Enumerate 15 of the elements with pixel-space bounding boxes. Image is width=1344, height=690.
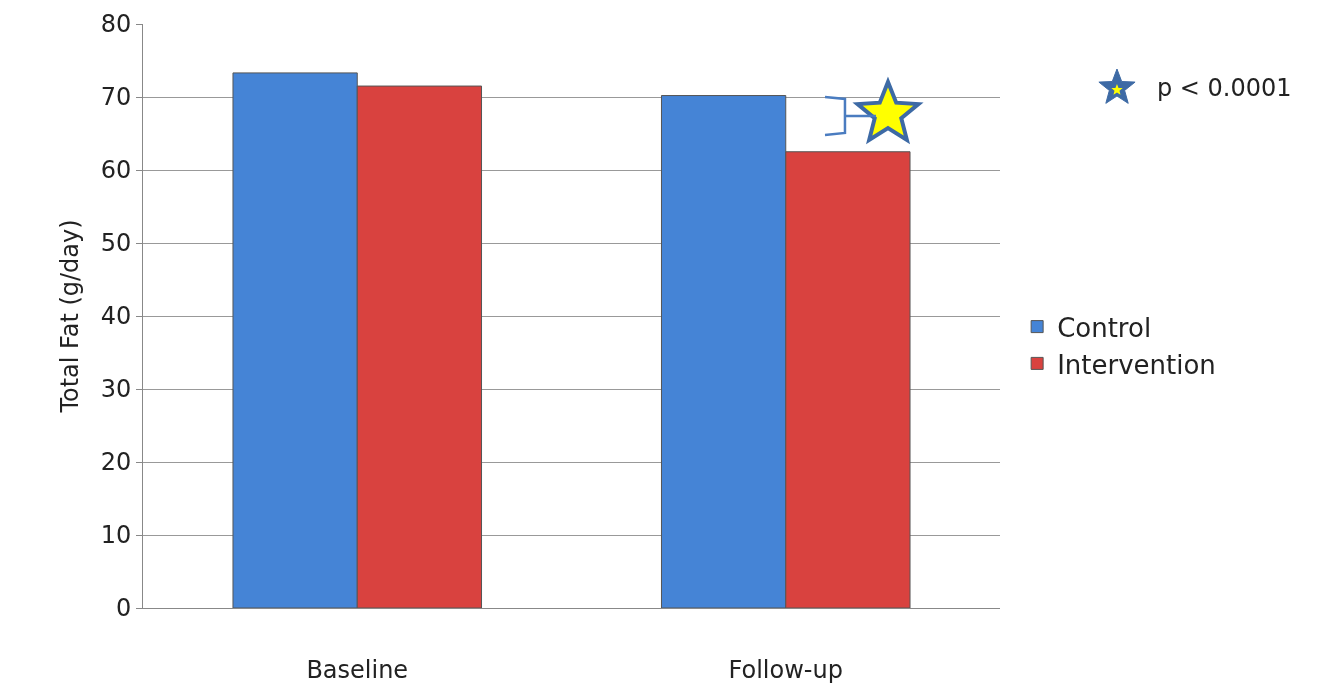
y-tick-label: 70	[100, 83, 132, 112]
x-tick-label: Baseline	[306, 655, 409, 684]
y-axis-title: Total Fat (g/day)	[55, 219, 84, 414]
y-tick-label: 50	[100, 229, 132, 258]
y-tick-label: 80	[100, 10, 132, 39]
y-tick-label: 20	[100, 448, 132, 477]
y-tick-label: 30	[100, 375, 132, 404]
x-tick-label: Follow-up	[728, 655, 843, 684]
y-tick-label: 10	[100, 521, 132, 550]
text: p < 0.0001	[1157, 74, 1292, 102]
y-tick-label: 0	[115, 594, 132, 623]
legend-label: Intervention	[1057, 349, 1216, 380]
legend-label: Control	[1057, 312, 1152, 343]
y-tick-label: 60	[100, 156, 132, 185]
y-tick-label: 40	[100, 302, 132, 331]
